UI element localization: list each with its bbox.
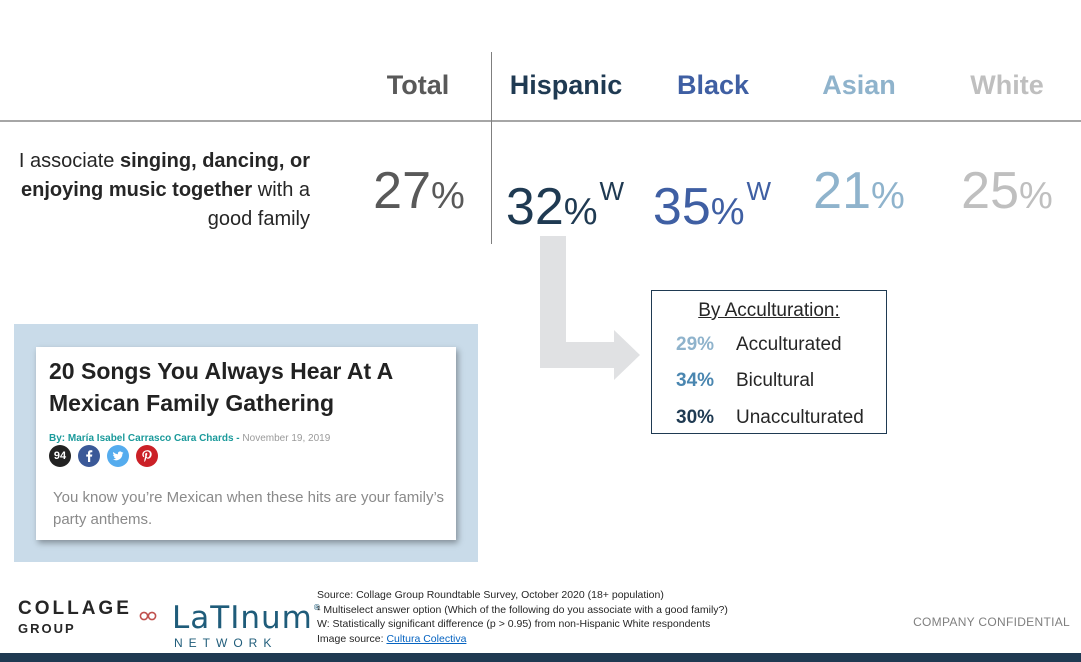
acculturation-row: 34% Bicultural [676,370,814,392]
value-asian-num: 21 [813,162,872,220]
elbow-arrow-icon [540,236,640,380]
collage-logo-line2: GROUP [18,621,76,636]
twitter-icon [107,445,129,467]
acculturation-row: 30% Unacculturated [676,407,864,429]
value-black-unit: % [710,191,745,233]
article-card: 20 Songs You Always Hear At A Mexican Fa… [36,347,456,540]
acculturation-value: 34% [676,370,715,391]
value-hispanic-unit: % [563,191,598,233]
bottom-bar [0,653,1081,662]
header-asian: Asian [822,70,896,100]
latinum-network-logo: LaTInum® NETWORK [172,592,322,650]
latinum-logo-line2: NETWORK [174,636,278,650]
source-line: W: Statistically significant difference … [317,618,711,630]
image-source-label: Image source: [317,632,387,645]
value-total-unit: % [431,175,465,217]
latinum-wordmark: LaTInum [172,600,313,636]
collage-group-logo: COLLAGE GROUP [18,598,132,638]
value-white-num: 25 [961,162,1020,220]
latinum-registered-mark: ® [312,603,322,612]
header-total: Total [386,70,450,100]
article-byline: By: María Isabel Carrasco Cara Chards - … [49,433,330,444]
confidential-label: COMPANY CONFIDENTIAL [913,615,1070,629]
value-total-num: 27 [373,162,432,220]
collage-logo-line1: COLLAGE [18,598,132,619]
source-notes: Source: Collage Group Roundtable Survey,… [317,588,728,646]
value-black: 35%W [637,160,787,243]
column-divider [491,52,492,244]
pinterest-icon [136,445,158,467]
source-line: Source: Collage Group Roundtable Survey,… [317,589,664,601]
acculturation-value: 29% [676,334,715,355]
value-total: 27% [344,160,494,227]
value-hispanic-num: 32 [505,178,564,236]
value-asian: 21% [784,160,934,227]
article-subtitle: You know you’re Mexican when these hits … [53,489,445,528]
article-title: 20 Songs You Always Hear At A Mexican Fa… [49,358,393,416]
article-date: November 19, 2019 [242,433,331,444]
acculturation-label: Unacculturated [736,407,864,428]
share-count-badge: 94 [49,445,71,467]
value-asian-unit: % [871,175,905,217]
statement-text: I associate singing, dancing, or enjoyin… [14,147,310,234]
source-line: ¹ Multiselect answer option (Which of th… [317,603,728,616]
value-white: 25% [932,160,1081,227]
acculturation-label: Bicultural [736,370,815,391]
acculturation-row: 29% Acculturated [676,334,842,356]
acculturation-box: By Acculturation: 29% Acculturated 34% Bic… [651,290,887,434]
article-author: By: María Isabel Carrasco Cara Chards [49,433,234,444]
statement-suffix: with a good family [207,179,310,230]
acculturation-title: By Acculturation: [698,300,840,321]
header-hispanic: Hispanic [509,70,623,100]
acculturation-label: Acculturated [736,334,842,355]
facebook-icon [78,445,100,467]
acculturation-value: 30% [676,407,715,428]
value-hispanic: 32%W [490,160,640,243]
byline-separator: - [233,433,243,444]
value-black-sig: W [746,176,772,206]
partnership-link-icon [139,611,157,621]
statement-prefix: I associate [18,150,120,172]
header-divider [0,120,1081,122]
value-white-unit: % [1019,175,1053,217]
header-white: White [970,70,1044,100]
image-source-line: Image source: Cultura Colectiva [317,632,728,647]
value-hispanic-sig: W [599,176,625,206]
value-black-num: 35 [652,178,711,236]
header-black: Black [676,70,750,100]
image-source-link[interactable]: Cultura Colectiva [386,632,467,645]
latinum-logo-line1: LaTInum® [172,592,322,634]
statement-bold: singing, dancing, or enjoying music toge… [21,150,310,201]
